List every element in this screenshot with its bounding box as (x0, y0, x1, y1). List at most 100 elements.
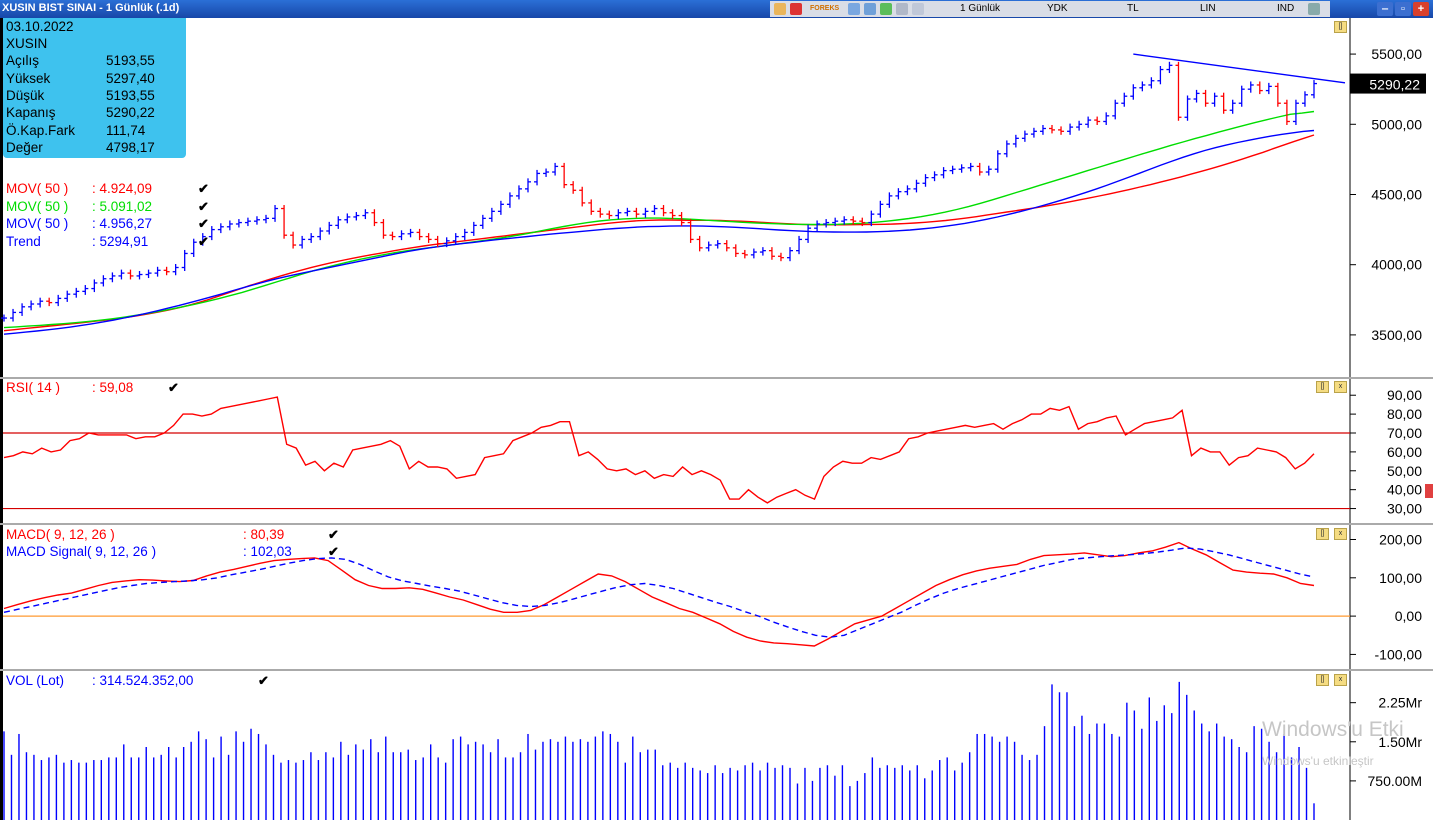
legend-trend[interactable]: Trend : 5294,91 (6, 234, 206, 249)
current-price-label: 5290,22 (1369, 77, 1420, 93)
price-axis-tick-label: 5000,00 (1371, 116, 1422, 132)
info-value: 5297,40 (106, 71, 155, 86)
rsi-line (3, 396, 1315, 504)
ohlc-info-box: 03.10.2022 XUSIN Açılış 5193,55 Yüksek 5… (3, 18, 186, 158)
legend-value: : 5294,91 (92, 234, 149, 249)
visibility-check-icon[interactable]: ✔ (328, 527, 339, 542)
pane-close-button[interactable]: x (1334, 381, 1347, 393)
visibility-check-icon[interactable]: ✔ (198, 234, 209, 249)
info-row-value: Değer 4798,17 (6, 139, 186, 156)
chart-frame (0, 18, 1433, 820)
activation-watermark: Windows'u Etki (1262, 718, 1404, 741)
price-axis-tick-label: 3500,00 (1371, 327, 1422, 343)
info-label: Değer (6, 140, 43, 155)
tool-icon-3[interactable] (848, 3, 860, 15)
scroll-marker[interactable] (1425, 484, 1433, 498)
volume-axis-tick-label: 2.25Mr (1378, 695, 1422, 711)
info-value: 5193,55 (106, 88, 155, 103)
trend-line (1133, 53, 1346, 84)
price-pane: 5500,00 5000,00 4500,00 4000,00 3500,00 5290,… (1, 46, 1426, 343)
legend-label: MACD Signal( 9, 12, 26 ) (6, 544, 157, 559)
legend-mov-green[interactable]: MOV( 50 ) : 5.091,02 (6, 199, 206, 214)
price-axis-tick-label: 5500,00 (1371, 46, 1422, 62)
visibility-check-icon[interactable]: ✔ (198, 216, 209, 231)
legend-label: VOL (Lot) (6, 673, 65, 688)
tool-icon-1[interactable] (774, 3, 786, 15)
info-label: Kapanış (6, 105, 56, 120)
legend-mov-red[interactable]: MOV( 50 ) : 4.924,09 (6, 181, 206, 196)
pencil-icon[interactable] (880, 3, 892, 15)
tool-icon-4[interactable] (864, 3, 876, 15)
volume-pane: 2.25Mr 1.50Mr 750.00M (3, 681, 1422, 820)
moving-average-line (3, 129, 1315, 335)
pane-close-button[interactable]: x (1334, 674, 1347, 686)
info-row-close: Kapanış 5290,22 (6, 104, 186, 121)
price-axis-tick-label: 4500,00 (1371, 186, 1422, 202)
info-value: 111,74 (106, 123, 146, 138)
left-border (0, 18, 3, 820)
tool-icon-2[interactable] (790, 3, 802, 15)
legend-rsi[interactable]: RSI( 14 ) : 59,08 (6, 380, 176, 395)
moving-average-line (3, 110, 1315, 329)
legend-macd[interactable]: MACD( 9, 12, 26 ) : 80,39 (6, 527, 326, 542)
legend-label: MOV( 50 ) (6, 216, 69, 231)
rsi-axis-tick-label: 90,00 (1387, 387, 1422, 403)
rsi-axis-tick-label: 40,00 (1387, 482, 1422, 498)
legend-value: : 5.091,02 (92, 199, 153, 214)
moving-average-line (3, 134, 1315, 332)
rsi-pane: 90,00 80,00 70,00 60,00 50,00 40,00 30,00 (3, 387, 1422, 517)
rsi-axis-tick-label: 60,00 (1387, 444, 1422, 460)
pane-close-button[interactable]: x (1334, 528, 1347, 540)
chart-toolbar: FOREKS 1 Günlük YDK TL LIN IND (770, 1, 1330, 17)
info-row-open: Açılış 5193,55 (6, 52, 186, 69)
legend-value: : 59,08 (92, 380, 134, 395)
tool-icon-5[interactable] (896, 3, 908, 15)
price-axis-tick-label: 4000,00 (1371, 257, 1422, 273)
pane-restore-button[interactable]: [] (1316, 381, 1329, 393)
legend-value: : 314.524.352,00 (92, 673, 194, 688)
info-symbol: XUSIN (6, 36, 48, 51)
ydk-button[interactable]: YDK (1047, 3, 1068, 14)
pin-icon[interactable] (1308, 3, 1320, 15)
visibility-check-icon[interactable]: ✔ (328, 544, 339, 559)
info-value: 4798,17 (106, 140, 155, 155)
pane-restore-button[interactable]: [] (1316, 674, 1329, 686)
macd-axis-tick-label: -100,00 (1375, 646, 1423, 662)
info-row-low: Düşük 5193,55 (6, 87, 186, 104)
window-restore-button[interactable]: ▫ (1395, 2, 1411, 16)
visibility-check-icon[interactable]: ✔ (198, 181, 209, 196)
current-price-box (1350, 73, 1426, 94)
legend-value: : 4.924,09 (92, 181, 153, 196)
macd-axis-tick-label: 100,00 (1379, 570, 1422, 586)
pane-restore-button[interactable]: [] (1316, 528, 1329, 540)
interval-selector[interactable]: 1 Günlük (960, 3, 1001, 14)
volume-axis-tick-label: 1.50Mr (1378, 734, 1422, 750)
rsi-axis-tick-label: 30,00 (1387, 501, 1422, 517)
lin-button[interactable]: LIN (1200, 3, 1216, 14)
legend-macd-signal[interactable]: MACD Signal( 9, 12, 26 ) : 102,03 (6, 544, 326, 559)
tool-icon-6[interactable] (912, 3, 924, 15)
forex-button[interactable]: FOREKS (810, 5, 840, 12)
legend-volume[interactable]: VOL (Lot) : 314.524.352,00 (6, 673, 256, 688)
info-row-high: Yüksek 5297,40 (6, 70, 186, 87)
macd-axis-tick-label: 200,00 (1379, 531, 1422, 547)
window-title: XUSIN BIST SINAI - 1 Günlük (.1d) (2, 2, 180, 14)
window-minimize-button[interactable]: ‒ (1377, 2, 1393, 16)
legend-value: : 80,39 (243, 527, 285, 542)
visibility-check-icon[interactable]: ✔ (258, 673, 269, 688)
legend-label: RSI( 14 ) (6, 380, 61, 395)
window-close-button[interactable]: + (1413, 2, 1429, 16)
legend-mov-blue[interactable]: MOV( 50 ) : 4.956,27 (6, 216, 206, 231)
visibility-check-icon[interactable]: ✔ (168, 380, 179, 395)
ind-button[interactable]: IND (1277, 3, 1295, 14)
info-value: 5193,55 (106, 53, 155, 68)
pane-restore-button[interactable]: [] (1334, 21, 1347, 33)
tl-button[interactable]: TL (1127, 3, 1139, 14)
visibility-check-icon[interactable]: ✔ (198, 199, 209, 214)
info-date: 03.10.2022 (6, 19, 74, 34)
rsi-axis-tick-label: 50,00 (1387, 463, 1422, 479)
macd-axis-tick-label: 0,00 (1395, 608, 1422, 624)
legend-label: MACD( 9, 12, 26 ) (6, 527, 115, 542)
activation-watermark-sub: Windows'u etkinleştir (1262, 754, 1374, 768)
legend-label: MOV( 50 ) (6, 199, 69, 214)
